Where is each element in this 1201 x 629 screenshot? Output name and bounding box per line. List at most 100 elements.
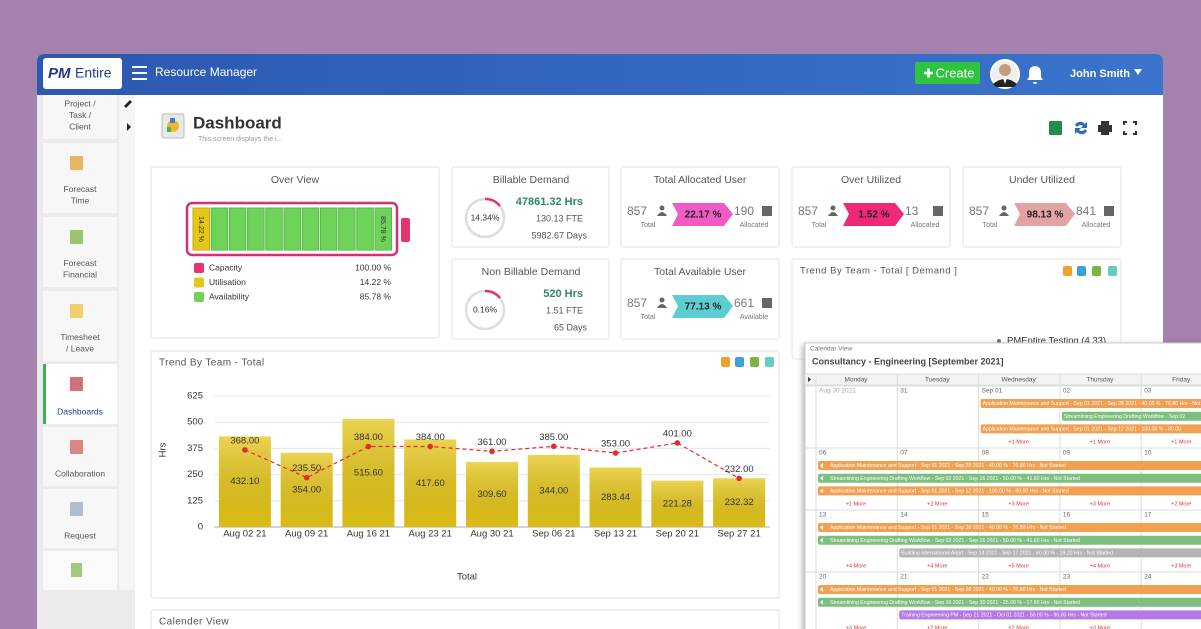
sidebar-toggle[interactable] [119, 95, 135, 590]
card-title: Over Utilized [841, 174, 901, 186]
calendar-icon [762, 206, 772, 216]
more-link[interactable]: +1 More [1090, 439, 1110, 445]
chart-tool[interactable] [1108, 266, 1117, 276]
count: 13 [905, 204, 919, 218]
line-label: 384.00 [416, 432, 445, 443]
sidebar-item[interactable] [43, 291, 117, 361]
event-bar[interactable] [818, 535, 1201, 545]
percent-badge [1014, 203, 1075, 226]
user-name: John Smith [1070, 68, 1130, 80]
more-link[interactable]: +1 More [1008, 439, 1028, 445]
item-icon [70, 304, 83, 318]
chart-tool[interactable] [765, 357, 774, 367]
chart-tool[interactable] [750, 357, 759, 367]
event-bar[interactable] [818, 585, 1201, 594]
event-bar[interactable] [818, 486, 1201, 496]
bar-label: 221.28 [663, 498, 692, 509]
excel-icon[interactable] [1049, 121, 1062, 135]
event-bar[interactable] [818, 597, 1201, 607]
logo-mark: PM [48, 65, 71, 82]
create-button[interactable] [915, 62, 980, 84]
bar-shine [466, 462, 518, 527]
more-link[interactable]: +1 More [1171, 439, 1191, 445]
bell-icon[interactable] [1027, 66, 1043, 84]
event-bar[interactable] [818, 461, 1201, 470]
weekday: Monday [844, 377, 868, 384]
legend-value: 85.78 % [360, 291, 392, 301]
fullscreen-icon[interactable] [1123, 121, 1137, 135]
avatar[interactable] [990, 59, 1020, 89]
more-link[interactable]: +3 More [1008, 501, 1028, 507]
item-icon [70, 502, 83, 516]
sidebar-item[interactable] [43, 95, 117, 139]
page-icon [161, 113, 185, 139]
create-label[interactable]: Create [935, 65, 974, 80]
total: 857 [627, 296, 647, 310]
sidebar-item[interactable] [43, 427, 117, 486]
legend-label: Capacity [209, 262, 243, 272]
user-dropdown[interactable] [1134, 69, 1142, 75]
sidebar-item[interactable] [43, 143, 117, 213]
bar-label: 309.60 [477, 489, 506, 500]
page-title: Dashboard [193, 113, 282, 132]
more-link[interactable]: +2 More [927, 501, 947, 507]
more-link[interactable]: +2 More [927, 625, 947, 629]
count-label: Available [740, 314, 768, 321]
sidebar-item[interactable] [43, 364, 117, 424]
total-label: Total [983, 222, 998, 229]
logo-box [43, 58, 122, 89]
sidebar-label: Collaboration [55, 468, 105, 478]
more-link[interactable]: +4 More [927, 563, 947, 569]
x-tick-label: Sep 13 21 [594, 529, 637, 540]
more-link[interactable]: +3 More [846, 625, 866, 629]
more-link[interactable]: +4 More [846, 563, 866, 569]
date: 07 [900, 450, 908, 457]
continue-arrow [820, 525, 823, 530]
y-tick-label: 250 [187, 469, 203, 480]
event-bar[interactable] [899, 610, 1201, 620]
event-bar[interactable] [980, 399, 1201, 408]
menu-icon[interactable] [132, 66, 147, 80]
chart-tool[interactable] [735, 357, 744, 367]
item-icon [70, 230, 83, 244]
sidebar-label: Timesheet [60, 332, 100, 342]
more-link[interactable]: +4 More [1090, 563, 1110, 569]
more-link[interactable]: +1 More [846, 501, 866, 507]
more-link[interactable]: +5 More [1008, 563, 1028, 569]
event-bar[interactable] [980, 424, 1201, 434]
chart-tool[interactable] [1063, 266, 1072, 276]
date: Aug 30 2021 [819, 388, 856, 395]
x-tick-label: Aug 16 21 [347, 529, 390, 540]
edit-icon[interactable] [124, 100, 132, 108]
print-icon[interactable] [1098, 121, 1112, 135]
event-bar[interactable] [1061, 411, 1201, 421]
y-tick-label: 625 [187, 391, 203, 402]
x-tick-label: Sep 20 21 [656, 529, 699, 540]
event-bar[interactable] [818, 523, 1201, 532]
more-link[interactable]: +3 More [1090, 625, 1110, 629]
expand-arrow[interactable] [127, 123, 131, 131]
event-bar[interactable] [818, 473, 1201, 483]
calendar-icon [933, 206, 943, 216]
sidebar-item[interactable] [43, 489, 117, 548]
refresh-icon[interactable] [1075, 121, 1087, 135]
line-point [303, 474, 310, 481]
line-label: 235.50 [292, 463, 321, 474]
chart-tool[interactable] [1077, 266, 1086, 276]
chart-tool[interactable] [1092, 266, 1101, 276]
calendar-icon [1104, 206, 1114, 216]
sidebar-label: Client [69, 121, 91, 131]
sidebar-label: Dashboards [57, 406, 103, 416]
sidebar-item[interactable] [43, 217, 117, 287]
more-link[interactable]: +3 More [1171, 563, 1191, 569]
card [150, 609, 780, 629]
more-link[interactable]: +3 More [1090, 501, 1110, 507]
more-link[interactable]: +2 More [1171, 501, 1191, 507]
more-link[interactable]: +2 More [1008, 625, 1028, 629]
event-text: Streamlining Engineering Drafting Workfl… [830, 538, 1080, 544]
percent: 22.17 % [685, 210, 722, 221]
card-title: Total Available User [654, 266, 747, 278]
event-bar[interactable] [899, 548, 1201, 558]
chart-tool[interactable] [721, 357, 730, 367]
date: 08 [982, 450, 990, 457]
